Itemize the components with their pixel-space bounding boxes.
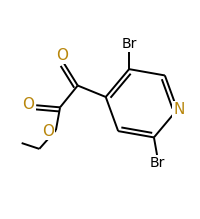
Text: Br: Br [149, 156, 165, 170]
Text: O: O [42, 124, 54, 139]
Text: O: O [56, 48, 68, 63]
Text: N: N [174, 102, 185, 117]
Text: Br: Br [121, 37, 137, 51]
Text: O: O [22, 97, 34, 112]
